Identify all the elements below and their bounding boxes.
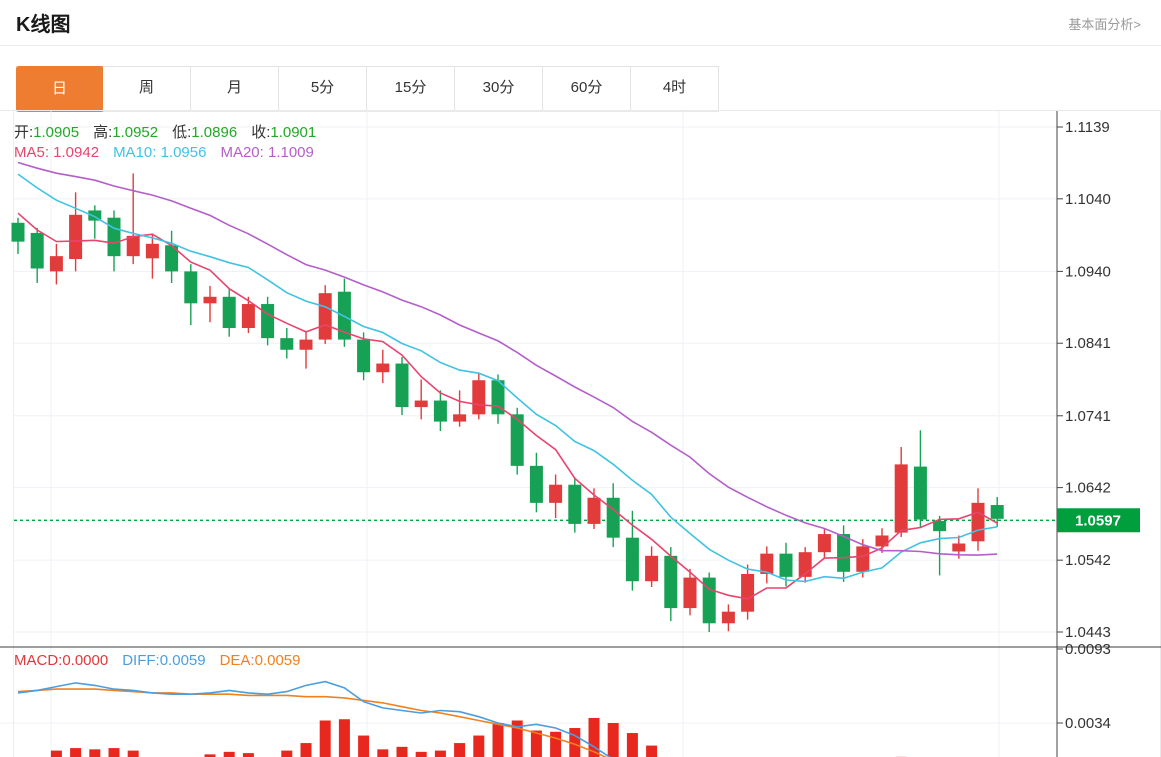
- current-price-tag: 1.0597: [1057, 508, 1140, 533]
- svg-text:1.0841: 1.0841: [1065, 335, 1111, 352]
- svg-text:1.0542: 1.0542: [1065, 552, 1111, 569]
- tab-5min[interactable]: 5分: [279, 67, 367, 111]
- svg-text:1.1040: 1.1040: [1065, 191, 1111, 208]
- kline-chart-canvas[interactable]: 1.1139 1.1040 1.0940 1.0841 1.0741 1.0642 1.05…: [0, 111, 1161, 757]
- header-divider: [0, 45, 1161, 46]
- tab-4hour[interactable]: 4时: [631, 67, 719, 111]
- svg-text:1.1139: 1.1139: [1065, 119, 1110, 136]
- svg-text:0.0093: 0.0093: [1065, 641, 1111, 658]
- svg-text:1.0940: 1.0940: [1065, 263, 1111, 280]
- tab-30min[interactable]: 30分: [455, 67, 543, 111]
- tab-60min[interactable]: 60分: [543, 67, 631, 111]
- svg-text:0.0034: 0.0034: [1065, 715, 1111, 732]
- fundamental-analysis-link[interactable]: 基本面分析>: [1068, 17, 1141, 32]
- page-title: K线图: [16, 14, 71, 36]
- svg-text:1.0597: 1.0597: [1075, 512, 1121, 529]
- chart-container: 1.1139 1.1040 1.0940 1.0841 1.0741 1.0642 1.05…: [0, 110, 1161, 757]
- tab-15min[interactable]: 15分: [367, 67, 455, 111]
- timeframe-tabs: 日周月 5分 15分 30分 60分 4时: [16, 66, 719, 112]
- svg-text:1.0642: 1.0642: [1065, 480, 1111, 497]
- tab-monthly[interactable]: 月: [191, 67, 279, 111]
- tab-daily[interactable]: 日: [16, 66, 104, 112]
- svg-text:1.0741: 1.0741: [1065, 408, 1111, 425]
- tab-weekly[interactable]: 周: [103, 67, 191, 111]
- svg-text:1.0443: 1.0443: [1065, 624, 1111, 641]
